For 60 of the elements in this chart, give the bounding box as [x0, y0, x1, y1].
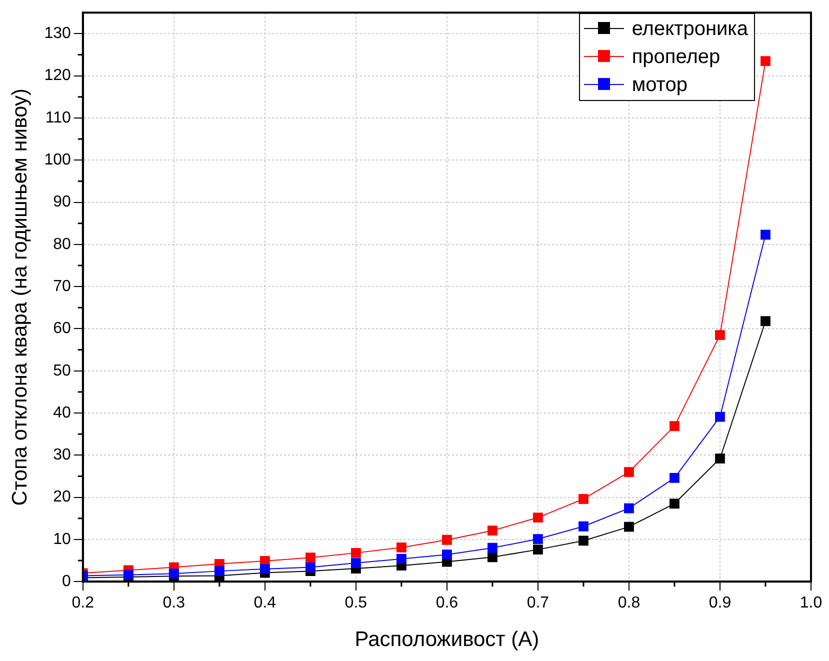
point	[624, 522, 634, 532]
x-tick-label: 0.2	[72, 594, 94, 612]
point	[305, 552, 316, 563]
legend-label: мотор	[632, 72, 688, 98]
point	[533, 512, 543, 522]
y-tick-label: 30	[53, 446, 71, 464]
x-tick-label: 0.7	[526, 594, 550, 612]
point	[670, 498, 680, 509]
point	[396, 554, 406, 564]
y-tick-label: 40	[53, 404, 71, 422]
point	[488, 526, 498, 536]
x-tick-label: 0.5	[344, 594, 368, 612]
y-tick-label: 50	[53, 362, 71, 380]
legend-label: пропелер	[632, 44, 720, 70]
point	[260, 564, 270, 574]
y-tick-label: 100	[44, 152, 71, 169]
point	[350, 548, 361, 558]
y-tick-label: 0	[62, 573, 71, 590]
point	[396, 542, 406, 552]
x-tick-label: 0.3	[162, 594, 186, 612]
point	[715, 330, 725, 340]
point	[488, 542, 498, 553]
x-tick-label: 0.9	[708, 594, 732, 612]
x-tick-label: 1.0	[800, 594, 822, 612]
x-axis-title: Расположивост (A)	[354, 628, 540, 652]
point	[670, 472, 680, 483]
point	[578, 521, 588, 532]
point	[168, 568, 179, 579]
point	[533, 534, 543, 544]
y-tick-label: 70	[53, 278, 71, 295]
point	[760, 316, 770, 326]
point	[670, 421, 680, 432]
point	[760, 56, 770, 66]
point	[578, 536, 588, 546]
y-tick-label: 10	[53, 530, 71, 548]
point	[624, 503, 634, 514]
y-tick-label: 120	[44, 67, 71, 84]
y-tick-label: 80	[53, 236, 71, 253]
point	[442, 550, 452, 560]
point	[760, 230, 770, 240]
point	[488, 552, 498, 562]
legend-label: електроника	[632, 16, 748, 42]
point	[442, 534, 452, 545]
y-tick-label: 90	[53, 194, 71, 211]
point	[214, 566, 224, 576]
point	[578, 494, 588, 504]
x-tick-label: 0.4	[254, 594, 276, 612]
point	[624, 467, 634, 477]
y-axis-title: Стопа отклона квара (на годишњем нивоу)	[8, 88, 32, 506]
y-tick-label: 60	[53, 320, 71, 338]
point	[305, 562, 316, 572]
x-tick-label: 0.8	[618, 594, 640, 612]
point	[715, 412, 725, 422]
point	[350, 558, 361, 568]
x-tick-label: 0.6	[436, 594, 458, 612]
y-tick-label: 20	[53, 488, 71, 506]
point	[715, 454, 725, 464]
y-tick-label: 110	[45, 109, 71, 126]
point	[533, 544, 543, 555]
y-tick-label: 130	[44, 25, 71, 42]
